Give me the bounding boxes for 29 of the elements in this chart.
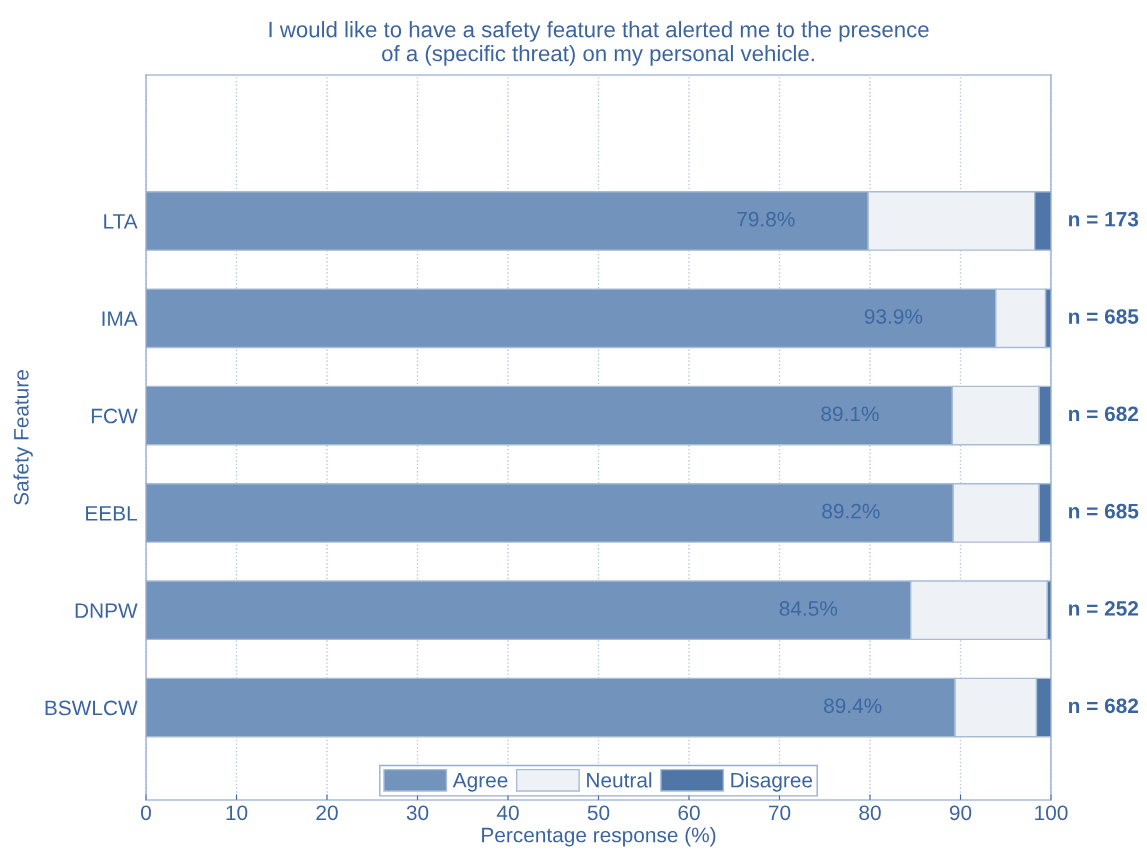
text: n = 252 xyxy=(1069,601,1139,616)
text: n = 685 xyxy=(1069,309,1139,324)
text: n = 685 xyxy=(1069,503,1139,519)
x-tick-label: 60 xyxy=(678,805,700,821)
y-tick-label: FCW xyxy=(91,408,138,424)
y-tick-label: EEBL xyxy=(86,506,137,521)
x-tick-label: 30 xyxy=(406,805,429,821)
x-tick-label: 70 xyxy=(768,805,791,821)
x-tick-label: 20 xyxy=(316,805,338,821)
y-tick-label: DNPW xyxy=(75,603,138,618)
y-tick-label: LTA xyxy=(104,214,138,229)
x-tick-label: 100 xyxy=(1035,805,1068,821)
text: n = 682 xyxy=(1069,406,1139,422)
x-tick-label: 10 xyxy=(226,805,248,821)
chart-title: I would like to have a safety feature that alerted me to the presence of a (specific threat) on my personal vehicle. xyxy=(269,21,929,66)
text: n = 173 xyxy=(1069,211,1139,227)
x-tick-label: 40 xyxy=(496,805,519,821)
legend-label: Disagree xyxy=(731,772,813,792)
y-axis-title: Safety Feature xyxy=(13,370,33,505)
y-tick-label: IMA xyxy=(102,311,138,326)
text: n = 682 xyxy=(1069,698,1139,714)
x-tick-label: 50 xyxy=(587,805,610,821)
x-tick-label: 80 xyxy=(859,805,881,821)
x-axis-title: Percentage response (%) xyxy=(482,827,716,847)
y-tick-label: BSWLCW xyxy=(45,700,138,716)
x-tick-label: 0 xyxy=(141,805,151,821)
legend-label: Neutral xyxy=(587,772,652,788)
legend-label: Agree xyxy=(452,773,508,792)
x-tick-label: 90 xyxy=(949,805,972,821)
